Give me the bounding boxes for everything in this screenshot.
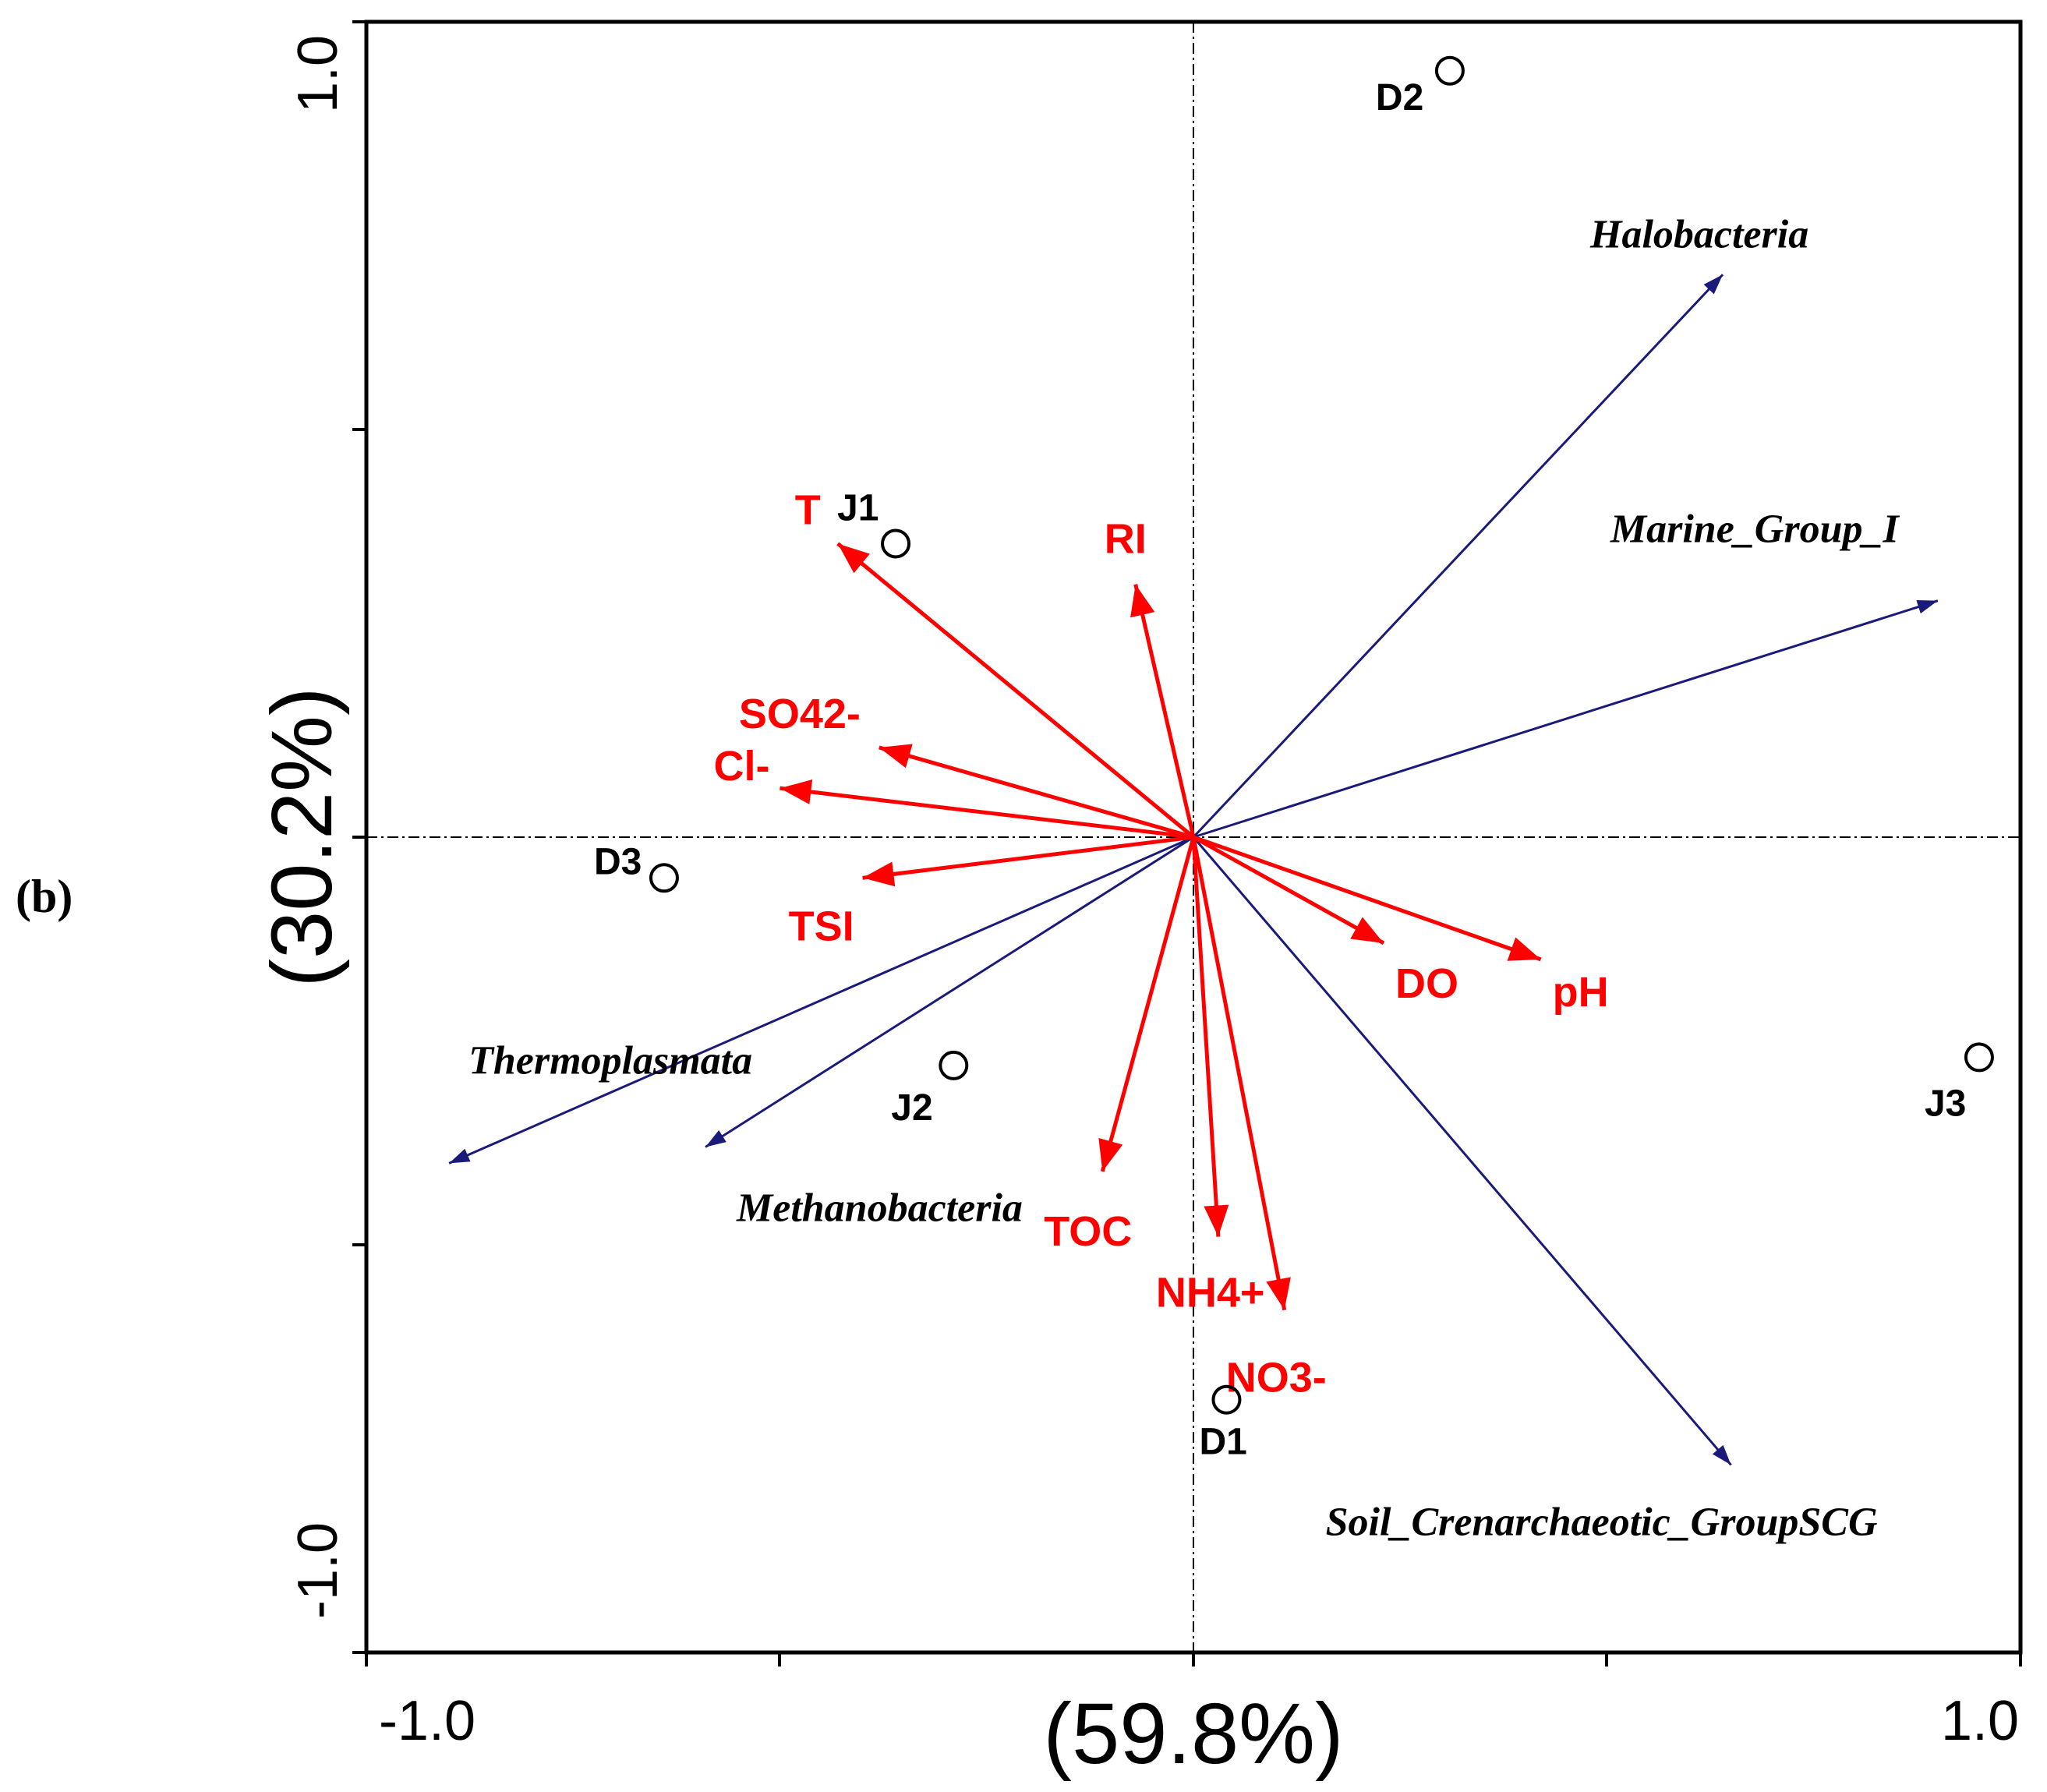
species-vector-soil-crenarchaeotic-groupscg (1192, 836, 1732, 1466)
env-vector-nh4 (1191, 836, 1221, 1237)
env-vector-ph (1193, 835, 1542, 962)
species-arrowhead-marine-group-i (1916, 599, 1938, 614)
env-arrowhead-ph (1507, 937, 1541, 961)
env-arrowhead-nh4 (1204, 1204, 1229, 1237)
panel-label: (b) (16, 871, 72, 922)
x-tick-label-max: 1.0 (1941, 1690, 2019, 1752)
env-arrowhead-so42 (879, 744, 913, 769)
env-vector-cl (780, 786, 1194, 839)
species-label-halobacteria: Halobacteria (1589, 212, 1808, 256)
species-arrowhead-halobacteria (1703, 274, 1724, 295)
site-marker-j2 (939, 1050, 969, 1080)
env-label-t: T (795, 486, 821, 533)
site-label-j2: J2 (891, 1087, 932, 1129)
species-vector-halobacteria (1192, 274, 1724, 839)
env-vector-tsi (862, 835, 1194, 880)
env-label-ri: RI (1105, 516, 1147, 563)
species-arrowhead-methanobacteria (705, 1129, 727, 1147)
species-vector-thermoplasmata (448, 836, 1194, 1165)
environmental-vectors: T RI SO42- Cl- TSI DO pH TOC NH4+ NO3- (714, 486, 1609, 1401)
env-label-toc: TOC (1044, 1208, 1132, 1255)
env-arrowhead-toc (1098, 1138, 1123, 1172)
y-tick-label-max: 1.0 (287, 35, 349, 113)
env-label-so42: SO42- (739, 691, 861, 737)
env-vector-so42 (879, 745, 1194, 839)
x-axis-label: (59.8%) (1043, 1686, 1343, 1782)
site-label-d2: D2 (1376, 77, 1423, 118)
species-arrowhead-thermoplasmata (449, 1148, 471, 1164)
sample-sites: D2 J1 D3 J2 J3 D1 (594, 55, 1994, 1463)
env-arrowhead-cl (780, 779, 813, 804)
env-vector-t (836, 542, 1195, 839)
species-label-thermoplasmata: Thermoplasmata (468, 1038, 752, 1083)
env-vector-toc (1100, 836, 1196, 1172)
env-arrowhead-no3 (1266, 1277, 1291, 1310)
site-label-j1: J1 (837, 487, 879, 528)
species-label-soil-crenarchaeotic-groupscg: Soil_Crenarchaeotic_GroupSCG (1326, 1500, 1878, 1544)
env-label-nh4: NH4+ (1156, 1270, 1265, 1317)
x-tick-label-min: -1.0 (379, 1690, 476, 1752)
site-marker-d1 (1211, 1384, 1242, 1415)
env-arrowhead-tsi (862, 861, 896, 887)
y-axis-label: (30.2%) (254, 687, 350, 987)
env-label-no3: NO3- (1226, 1355, 1327, 1401)
env-vector-do (1192, 835, 1385, 945)
env-vector-ri (1133, 584, 1196, 838)
env-arrowhead-t (837, 543, 870, 574)
env-label-tsi: TSI (789, 903, 854, 949)
species-vectors: Halobacteria Marine_Group_I Thermoplasmata… (448, 212, 1939, 1544)
env-arrowhead-ri (1130, 584, 1155, 618)
species-label-methanobacteria: Methanobacteria (736, 1186, 1023, 1230)
site-label-j3: J3 (1925, 1083, 1966, 1124)
site-marker-j3 (1964, 1042, 1994, 1073)
env-label-ph: pH (1553, 969, 1609, 1016)
env-vector-no3 (1191, 836, 1287, 1311)
site-marker-d3 (649, 863, 679, 893)
env-label-cl: Cl- (714, 743, 770, 790)
site-label-d3: D3 (594, 841, 642, 882)
species-arrowhead-soil-crenarchaeotic-groupscg (1712, 1444, 1731, 1465)
species-label-marine-group-i: Marine_Group_I (1610, 507, 1900, 552)
y-tick-label-min: -1.0 (287, 1522, 349, 1619)
site-marker-j1 (881, 528, 911, 559)
env-arrowhead-do (1350, 917, 1384, 943)
env-label-do: DO (1395, 960, 1458, 1007)
site-marker-d2 (1434, 55, 1465, 86)
axis-ticks (352, 20, 2022, 1667)
species-vector-methanobacteria (705, 836, 1194, 1148)
species-vector-marine-group-i (1193, 599, 1939, 839)
site-label-d1: D1 (1199, 1422, 1246, 1463)
